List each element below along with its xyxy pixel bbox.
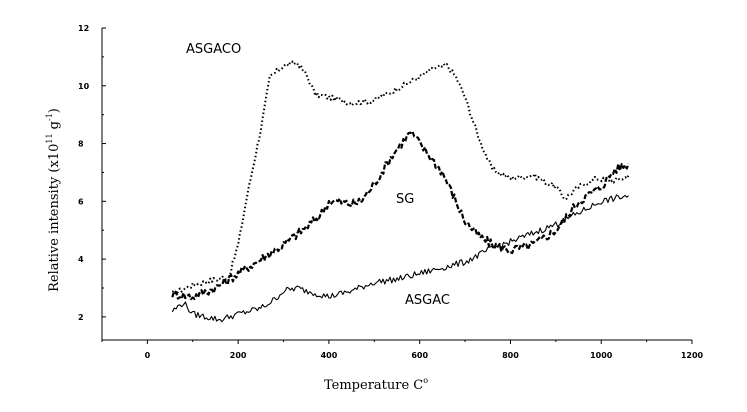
y-tick-label: 2 (78, 313, 84, 322)
x-tick-label: 1200 (681, 351, 704, 360)
series-label-sg: SG (396, 192, 414, 207)
labels-layer: ASGACO SG ASGAC (186, 42, 450, 308)
y-axis-title-mid: g (47, 121, 62, 133)
x-tick-label: 0 (145, 351, 151, 360)
svg-text:Temperature Co: Temperature Co (324, 376, 428, 393)
x-tick-label: 400 (321, 351, 338, 360)
x-tick-label: 200 (230, 351, 247, 360)
y-tick-label: 6 (78, 197, 84, 206)
x-axis-title-sup: o (423, 376, 428, 385)
series-layer (171, 60, 630, 323)
y-tick-label: 4 (78, 255, 84, 264)
y-axis-title-sup2: -1 (45, 113, 54, 121)
y-tick-label: 12 (78, 24, 89, 33)
y-tick-label: 10 (78, 82, 90, 91)
y-axis-title: Relative intensity (x1011 g-1) (45, 108, 62, 292)
x-axis-title: Temperature Co (324, 376, 428, 393)
y-tick-label: 8 (78, 140, 84, 149)
y-axis-title-main: Relative intensity (x10 (47, 144, 62, 292)
series-line-asgaco (171, 60, 630, 296)
axes: 0 200 400 600 800 1000 1200 2 4 6 8 10 12 (78, 24, 704, 360)
x-tick-label: 600 (411, 351, 428, 360)
series-line-asgac (171, 194, 629, 323)
x-axis-title-text: Temperature C (324, 378, 423, 393)
series-label-asgaco: ASGACO (186, 42, 241, 57)
y-axis-title-end: ) (47, 108, 62, 113)
x-tick-label: 1000 (590, 351, 613, 360)
y-axis-title-sup1: 11 (45, 133, 54, 143)
x-tick-label: 800 (502, 351, 519, 360)
series-label-asgac: ASGAC (405, 293, 450, 308)
series-line-sg (171, 130, 630, 301)
svg-text:Relative intensity (x1011 g-1): Relative intensity (x1011 g-1) (45, 108, 62, 292)
